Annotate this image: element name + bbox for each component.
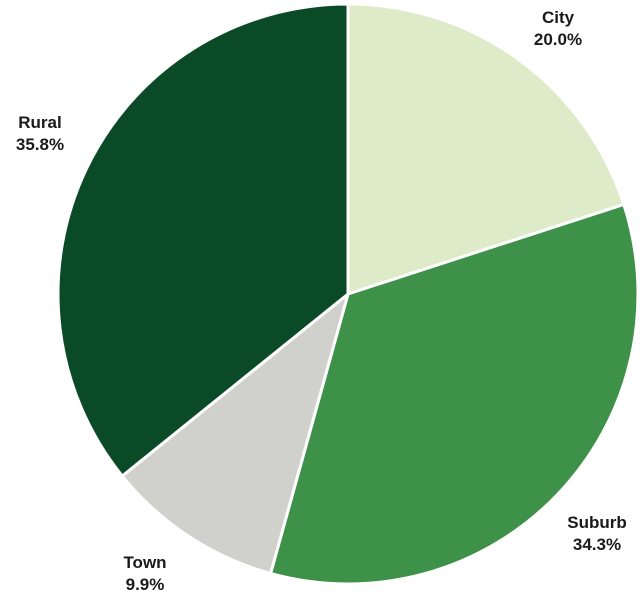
slice-label-city: City 20.0% <box>534 8 582 49</box>
slice-name-rural: Rural <box>18 113 61 132</box>
pie-slice-rural <box>56 2 350 478</box>
slice-label-town: Town 9.9% <box>123 553 166 594</box>
pie-labels: City 20.0% Suburb 34.3% Town 9.9% Rural 35.8% <box>16 8 627 594</box>
slice-name-suburb: Suburb <box>567 513 627 532</box>
pie-slice-suburb <box>269 202 640 586</box>
slice-label-rural: Rural 35.8% <box>16 113 64 154</box>
slice-value-city: 20.0% <box>534 30 582 49</box>
pie-slice-city <box>346 2 626 296</box>
slice-value-rural: 35.8% <box>16 135 64 154</box>
pie-slice-town <box>120 292 350 575</box>
slice-value-suburb: 34.3% <box>573 535 621 554</box>
slice-value-town: 9.9% <box>126 575 165 594</box>
slice-name-city: City <box>542 8 575 27</box>
slice-name-town: Town <box>123 553 166 572</box>
slice-label-suburb: Suburb 34.3% <box>567 513 627 554</box>
pie-slices <box>56 2 640 586</box>
